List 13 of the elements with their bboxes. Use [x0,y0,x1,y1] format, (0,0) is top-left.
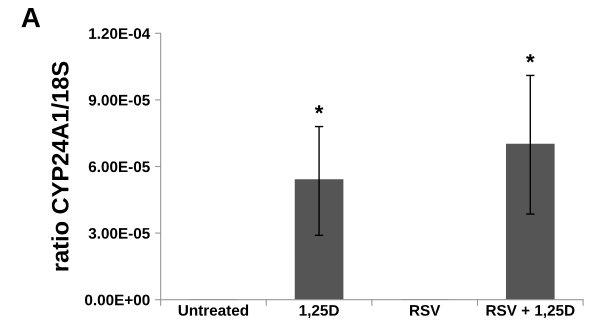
y-tick-label: 0.00E+00 [85,294,150,306]
y-tick-label: 9.00E-05 [88,94,150,106]
x-tick-label: Untreated [178,304,248,316]
y-tick-label: 1.20E-04 [89,28,150,39]
annotation: * [526,54,535,62]
y-axis-title: ratio CYP24A1/18S [51,62,69,271]
x-tick-label: RSV [410,304,440,316]
x-tick-label: 1,25D [300,304,339,318]
x-tick-label: RSV + 1,25D [486,304,574,318]
chart-title: A [22,8,40,28]
y-tick-label: 6.00E-05 [88,161,150,172]
annotation: * [314,105,324,114]
y-tick-label: 3.00E-05 [88,228,150,239]
